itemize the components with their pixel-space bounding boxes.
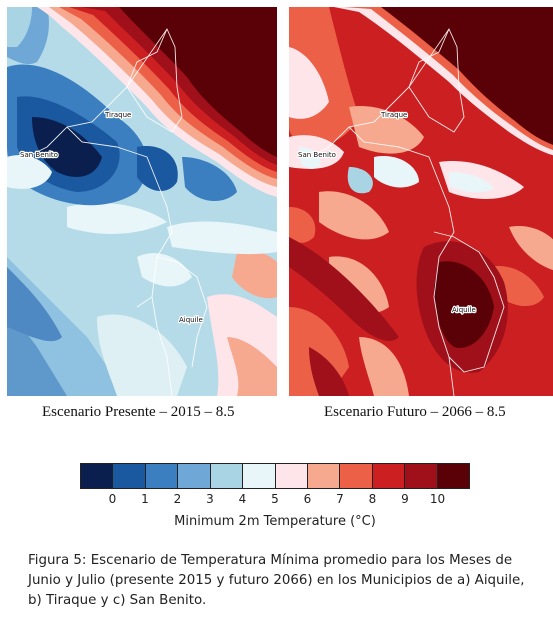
map-present-label-tiraque: Tiraque (104, 111, 131, 119)
present-temperature-field: Tiraque San Benito Aiquile (7, 7, 277, 396)
temperature-colorbar (80, 463, 470, 489)
colorbar-swatch-9 (372, 464, 406, 488)
map-present-label-san-benito: San Benito (20, 151, 58, 159)
colorbar-tick-label: 9 (401, 492, 409, 506)
colorbar-swatch-2 (145, 464, 179, 488)
figure-caption-line-2: Junio y Julio (presente 2015 y futuro 20… (28, 573, 525, 588)
future-temperature-field: Tiraque San Benito Aiquile (289, 7, 553, 396)
colorbar-swatch-8 (340, 464, 373, 488)
colorbar-swatch-10 (405, 464, 438, 488)
figure-caption: Figura 5: Escenario de Temperatura Mínim… (28, 551, 538, 611)
figure-caption-line-1: Figura 5: Escenario de Temperatura Mínim… (28, 553, 513, 568)
colorbar-ticks: 0 1 2 3 4 5 6 7 8 9 10 (80, 490, 470, 510)
colorbar-swatch-5 (243, 464, 276, 488)
map-future-label-aiquile: Aiquile (452, 306, 476, 314)
colorbar-swatch-4 (210, 464, 244, 488)
colorbar-tick-label: 1 (141, 492, 149, 506)
colorbar-swatch-11 (437, 464, 470, 488)
present-scenario-map: Tiraque San Benito Aiquile (7, 7, 277, 396)
colorbar-tick-label: 10 (429, 492, 446, 506)
colorbar-tick-label: 4 (238, 492, 247, 506)
colorbar-tick-label: 2 (173, 492, 182, 506)
present-scenario-caption: Escenario Presente – 2015 – 8.5 (42, 404, 235, 420)
colorbar-swatch-1 (113, 464, 146, 488)
colorbar-swatch-7 (307, 464, 341, 488)
future-scenario-caption: Escenario Futuro – 2066 – 8.5 (324, 404, 506, 420)
map-present-label-aiquile: Aiquile (179, 316, 203, 324)
colorbar-swatch-0 (81, 464, 114, 488)
map-future-label-san-benito: San Benito (298, 151, 336, 159)
colorbar-swatch-3 (178, 464, 211, 488)
figure-caption-line-3: b) Tiraque y c) San Benito. (28, 593, 207, 608)
map-future-label-tiraque: Tiraque (380, 111, 407, 119)
colorbar-tick-label: 6 (303, 492, 312, 506)
colorbar-tick-label: 7 (336, 492, 344, 506)
colorbar-tick-label: 3 (206, 492, 214, 506)
future-scenario-map: Tiraque San Benito Aiquile (289, 7, 553, 396)
colorbar-swatch-6 (275, 464, 308, 488)
colorbar-tick-label: 8 (368, 492, 377, 506)
colorbar-title: Minimum 2m Temperature (°C) (174, 514, 376, 529)
colorbar-tick-label: 0 (108, 492, 117, 506)
colorbar-tick-label: 5 (271, 492, 279, 506)
